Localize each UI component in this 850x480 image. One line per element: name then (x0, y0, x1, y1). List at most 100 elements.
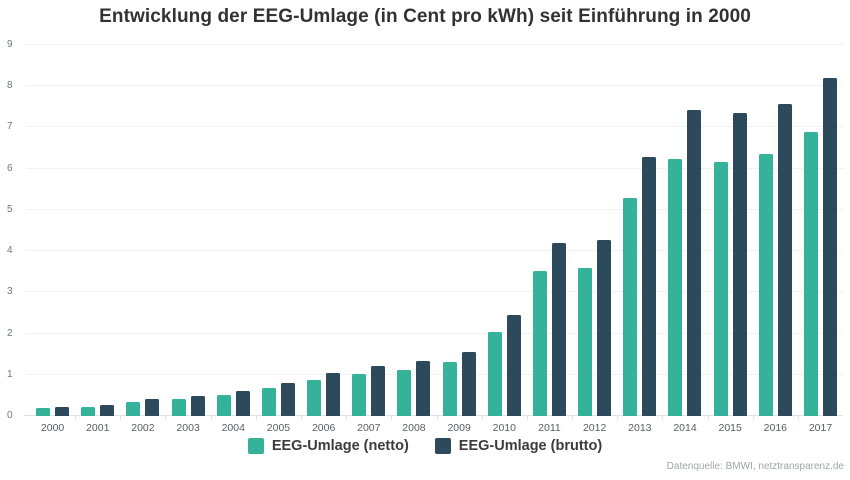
bar-netto-2000 (36, 408, 51, 416)
legend-swatch-netto (247, 438, 264, 454)
y-tick-label-7: 7 (7, 121, 13, 133)
bar-brutto-2017 (823, 78, 837, 416)
bar-netto-2007 (352, 373, 367, 416)
gridline-5 (26, 208, 843, 210)
bar-brutto-2003 (190, 395, 205, 416)
x-axis-boundary-tick (346, 416, 348, 420)
x-tick-label-2014: 2014 (673, 422, 697, 434)
gridline-6 (26, 167, 843, 169)
gridline-3 (26, 291, 843, 293)
year-group-2000: 2000 (30, 45, 75, 433)
x-tick-label-2017: 2017 (808, 422, 833, 434)
x-axis-boundary-tick (707, 416, 709, 420)
bar-brutto-2007 (371, 366, 386, 416)
bar-netto-2014 (668, 158, 683, 416)
plot-area: 0 1 2 3 4 5 6 7 8 9 2000 2001 2002 2003 2004 2005 2006 20… (7, 40, 843, 433)
x-tick-label-2003: 2003 (176, 422, 200, 434)
bar-brutto-2008 (416, 361, 431, 416)
bar-netto-2013 (623, 198, 638, 416)
bar-brutto-2012 (597, 239, 612, 416)
year-group-2006: 2006 (301, 45, 346, 433)
bar-brutto-2005 (280, 382, 295, 416)
legend: EEG-Umlage (netto) EEG-Umlage (brutto) (0, 438, 850, 454)
chart-title: Entwicklung der EEG-Umlage (in Cent pro … (99, 6, 751, 27)
x-axis-boundary-tick (526, 416, 528, 420)
year-group-2012: 2012 (572, 45, 617, 433)
bar-brutto-2001 (100, 404, 115, 416)
legend-label-brutto: EEG-Umlage (brutto) (458, 438, 603, 454)
x-tick-label-2008: 2008 (402, 422, 426, 434)
x-tick-label-2015: 2015 (718, 422, 742, 434)
gridline-2 (26, 332, 843, 334)
bar-brutto-2006 (326, 372, 341, 416)
y-tick-label-2: 2 (7, 327, 13, 339)
legend-swatch-brutto (434, 438, 451, 454)
bar-netto-2001 (81, 406, 96, 416)
x-axis-boundary-tick (752, 416, 754, 420)
x-axis-boundary-tick (571, 416, 573, 420)
bar-brutto-2002 (145, 398, 160, 416)
year-group-2003: 2003 (166, 45, 211, 433)
bar-brutto-2000 (55, 406, 70, 416)
gridline-4 (26, 250, 843, 252)
legend-label-netto: EEG-Umlage (netto) (271, 438, 409, 454)
x-tick-label-2009: 2009 (447, 422, 471, 434)
x-tick-label-2006: 2006 (311, 422, 336, 434)
bar-netto-2003 (171, 399, 186, 416)
x-tick-label-2011: 2011 (538, 422, 561, 434)
y-tick-label-8: 8 (7, 80, 13, 92)
bar-netto-2016 (758, 154, 773, 416)
bar-brutto-2013 (642, 157, 657, 416)
year-group-2013: 2013 (617, 45, 662, 433)
x-axis-boundary-tick (391, 416, 393, 420)
y-tick-label-3: 3 (7, 286, 13, 298)
y-tick-label-4: 4 (7, 245, 13, 257)
bar-netto-2005 (261, 387, 276, 416)
year-group-2011: 2011 (527, 45, 572, 433)
x-axis-boundary-tick (797, 416, 799, 420)
x-axis-boundary-tick (481, 416, 483, 420)
x-tick-label-2004: 2004 (221, 422, 245, 434)
x-axis-boundary-tick (120, 416, 122, 420)
y-tick-label-6: 6 (7, 162, 13, 174)
x-axis-line (24, 415, 843, 416)
x-tick-label-2000: 2000 (40, 422, 65, 434)
bar-netto-2011 (532, 270, 547, 416)
x-axis-boundary-tick (210, 416, 212, 420)
y-tick-label-5: 5 (7, 203, 13, 215)
bar-brutto-2016 (777, 104, 792, 416)
year-group-2005: 2005 (256, 45, 301, 433)
bar-netto-2012 (578, 268, 593, 416)
x-axis-boundary-tick (165, 416, 167, 420)
year-group-2007: 2007 (346, 45, 391, 433)
x-axis-boundary-tick (300, 416, 302, 420)
year-group-2010: 2010 (482, 45, 527, 433)
x-tick-label-2010: 2010 (492, 422, 516, 434)
year-group-2001: 2001 (75, 45, 120, 433)
year-group-2002: 2002 (120, 45, 165, 433)
x-tick-label-2005: 2005 (266, 422, 291, 434)
bar-netto-2008 (397, 369, 412, 416)
x-tick-label-2016: 2016 (763, 422, 788, 434)
gridline-7 (26, 126, 843, 128)
bar-brutto-2015 (732, 113, 747, 416)
x-axis-boundary-tick (255, 416, 257, 420)
bar-brutto-2009 (461, 351, 476, 416)
x-axis-boundary-tick (436, 416, 438, 420)
year-group-2017: 2017 (798, 45, 843, 433)
year-group-2009: 2009 (437, 45, 482, 433)
year-group-2004: 2004 (211, 45, 256, 433)
y-tick-label-1: 1 (7, 368, 13, 380)
data-source-note: Datenquelle: BMWI, netztransparenz.de (666, 461, 844, 472)
year-group-2008: 2008 (391, 45, 436, 433)
bar-brutto-2004 (235, 390, 250, 416)
x-axis-boundary-tick (75, 416, 77, 420)
bar-netto-2002 (126, 401, 141, 416)
x-axis-boundary-tick (617, 416, 619, 420)
bar-brutto-2010 (506, 315, 521, 416)
legend-item-brutto: EEG-Umlage (brutto) (434, 438, 603, 454)
y-tick-label-9: 9 (7, 39, 13, 50)
year-group-2016: 2016 (753, 45, 798, 433)
bar-netto-2006 (307, 379, 322, 416)
gridline-8 (26, 85, 843, 87)
